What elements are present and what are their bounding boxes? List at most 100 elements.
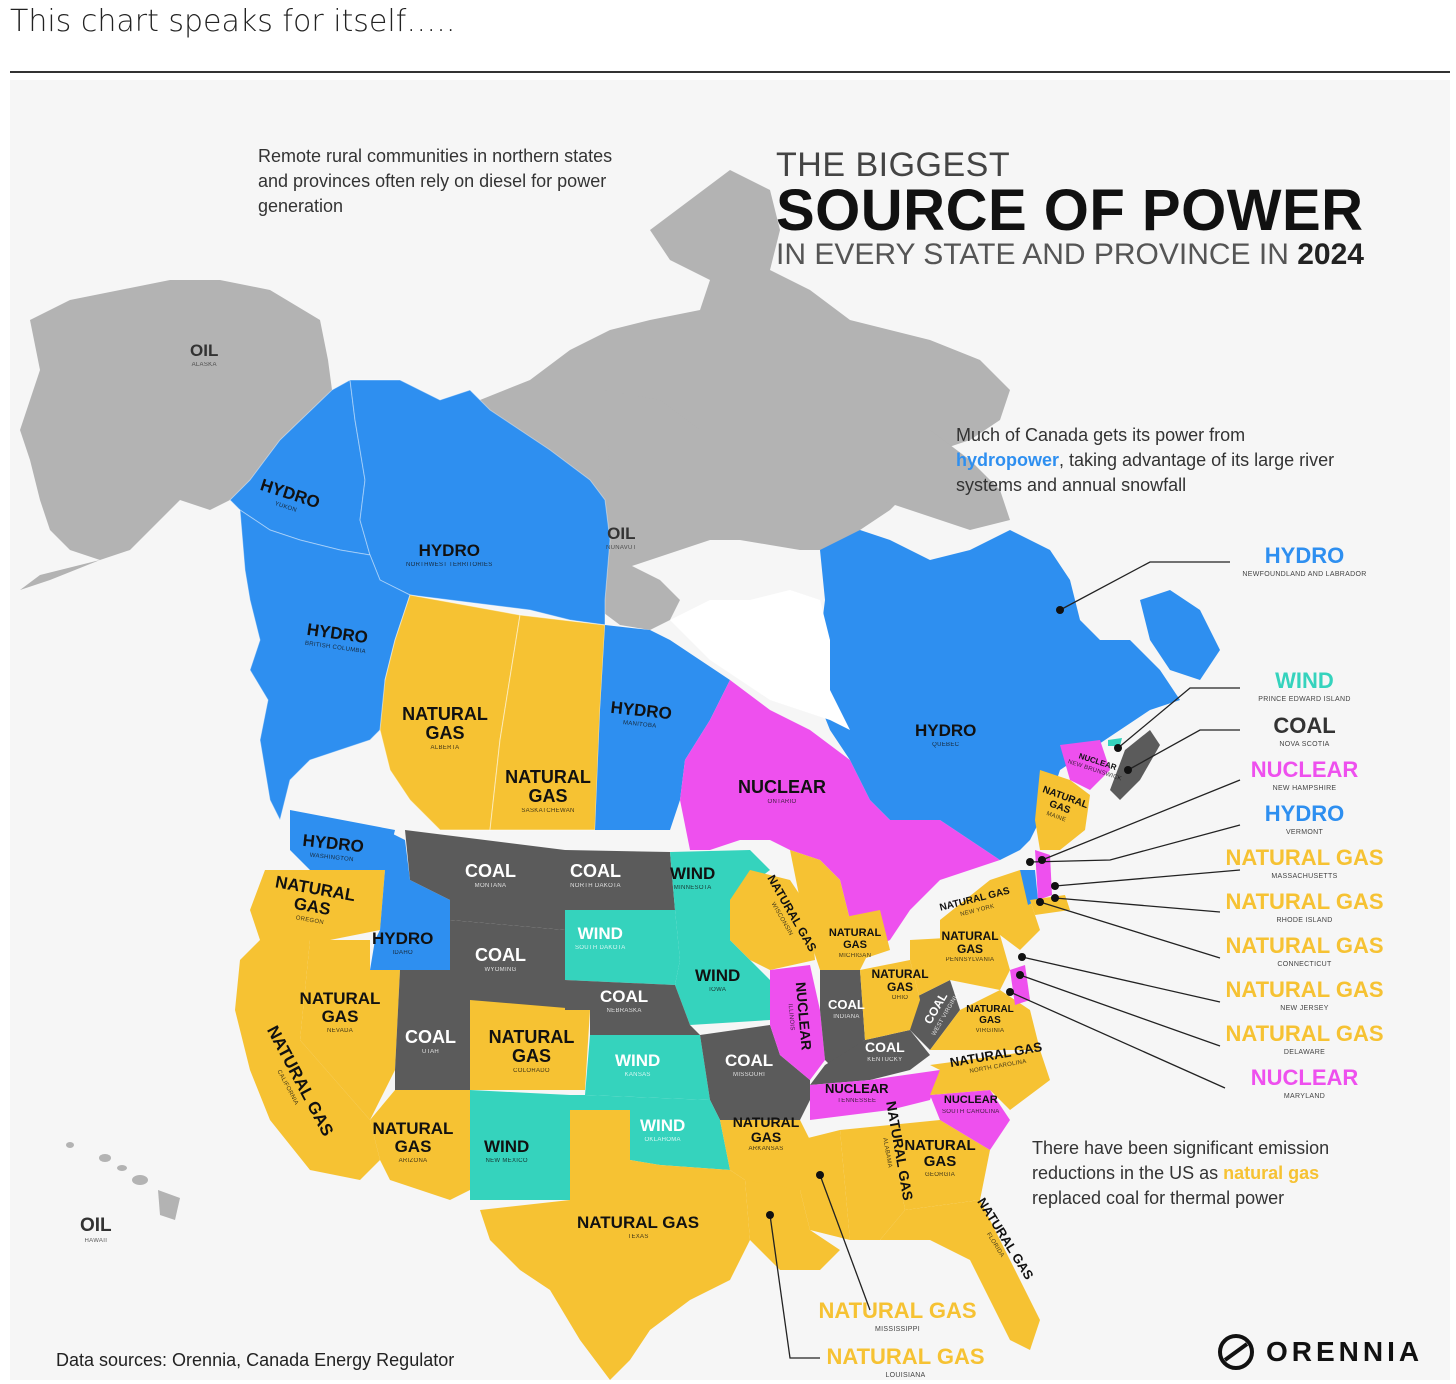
label-wyoming: COAL WYOMING [475, 945, 526, 973]
region-gas-ohio [860, 960, 920, 1040]
region-coal-kentucky [810, 1030, 930, 1085]
callout-line-vt [1029, 824, 1241, 863]
infographic: THE BIGGEST SOURCE OF POWER IN EVERY STA… [10, 80, 1450, 1380]
callout-line-ri [1054, 897, 1221, 913]
region-nuclear-south-carolina [930, 1090, 1010, 1150]
note-us-emissions: There have been significant emission red… [1032, 1138, 1330, 1208]
callout-maryland: NUCLEAR MARYLAND [1250, 1065, 1359, 1100]
label-nebraska: COAL NEBRASKA [600, 987, 649, 1014]
region-coal-montana [405, 830, 565, 930]
region-hydro-idaho [370, 830, 450, 970]
title-line3: IN EVERY STATE AND PROVINCE IN 2024 [776, 238, 1364, 271]
note-canada-hydro: Much of Canada gets its power from hydro… [956, 425, 1335, 495]
region-hydro-quebec-nl [810, 530, 1180, 860]
callout-line-nh [1041, 779, 1241, 861]
label-colorado: NATURAL GAS COLORADO [488, 1027, 575, 1074]
region-coal-nebraska [565, 980, 700, 1035]
label-utah: COAL UTAH [405, 1027, 456, 1055]
region-gas-virginia [930, 990, 1040, 1050]
orennia-wordmark: ORENNIA [1266, 1336, 1424, 1367]
region-gas-georgia [890, 1120, 990, 1210]
divider [10, 71, 1450, 73]
region-nuclear-new-brunswick [1060, 740, 1110, 790]
callout-dots [766, 606, 1132, 1219]
note-remote-diesel: Remote rural communities in northern sta… [258, 146, 613, 216]
label-north-dakota: COAL NORTH DAKOTA [570, 861, 621, 889]
region-wind-oklahoma [570, 1095, 730, 1170]
orennia-logo: ORENNIA [1216, 1332, 1423, 1372]
region-hydro-bc [239, 509, 411, 822]
callout-line-md [1009, 991, 1226, 1089]
region-gas-louisiana [745, 1180, 840, 1270]
region-oil-hawaii [66, 1142, 180, 1220]
label-saskatchewan: NATURAL GAS SASKATCHEWAN [505, 767, 591, 814]
region-oil-baffin [810, 400, 1010, 530]
label-idaho: HYDRO IDAHO [372, 929, 434, 956]
region-coal-north-dakota [565, 850, 675, 910]
label-michigan: NATURAL GAS MICHIGAN [828, 927, 882, 960]
region-coal-west-virginia [910, 980, 960, 1050]
region-gas-nevada [300, 940, 400, 1120]
region-hydro-newfoundland-island [1140, 590, 1220, 680]
region-oil-nunavut-south [600, 550, 680, 630]
label-nwt: HYDRO NORTHWEST TERRITORIES [406, 541, 493, 568]
label-kansas: WIND KANSAS [615, 1051, 661, 1078]
region-gas-new-york [940, 870, 1040, 950]
callout-line-de [1019, 974, 1221, 1047]
region-gas-oregon [250, 870, 385, 940]
region-gas-california [235, 940, 380, 1180]
label-arizona: NATURAL GAS ARIZONA [372, 1119, 454, 1164]
arctic-islands [480, 170, 1010, 630]
region-gas-texas [480, 1110, 750, 1380]
callout-delaware: NATURAL GAS DELAWARE [1225, 1021, 1384, 1056]
region-wind-kansas [585, 1035, 710, 1100]
data-sources: Data sources: Orennia, Canada Energy Reg… [56, 1350, 455, 1370]
label-south-carolina: NUCLEAR SOUTH CAROLINA [942, 1094, 1000, 1115]
region-coal-wyoming [450, 920, 565, 1010]
region-gas-maine [1035, 770, 1090, 850]
callout-line-ms [819, 1174, 871, 1311]
label-virginia: NATURAL GAS VIRGINIA [966, 1004, 1014, 1034]
region-gas-wisconsin [730, 870, 815, 970]
label-oklahoma: WIND OKLAHOMA [640, 1116, 686, 1143]
region-nuclear-illinois [770, 965, 825, 1080]
callout-rhode-island: NATURAL GAS RHODE ISLAND [1225, 889, 1384, 924]
callout-line-ct [1039, 901, 1221, 959]
callout-pei: WIND PRINCE EDWARD ISLAND [1258, 668, 1351, 703]
prairies-gas [379, 594, 606, 831]
callout-vermont: HYDRO VERMONT [1264, 801, 1345, 836]
hudson-bay [670, 590, 850, 730]
post-caption: This chart speaks for itself….. [10, 4, 456, 39]
label-georgia: NATURAL GAS GEORGIA [904, 1137, 976, 1178]
region-nuclear-new-jersey-md [1010, 965, 1030, 1005]
label-ohio: NATURAL GAS OHIO [871, 967, 929, 1002]
callout-line-la [769, 1214, 820, 1359]
region-nuclear-tennessee [810, 1070, 940, 1120]
callout-new-hampshire: NUCLEAR NEW HAMPSHIRE [1250, 757, 1359, 792]
label-tennessee: NUCLEAR TENNESSEE [825, 1081, 889, 1104]
callout-connecticut: NATURAL GAS CONNECTICUT [1225, 933, 1384, 968]
region-wind-new-mexico [470, 1090, 570, 1200]
region-coal-utah [395, 970, 470, 1090]
label-minnesota: WIND MINNESOTA [670, 864, 716, 891]
region-wind-iowa [675, 960, 770, 1025]
callout-massachusetts: NATURAL GAS MASSACHUSETTS [1225, 845, 1384, 880]
callout-line-nj [1021, 956, 1221, 1003]
region-nuclear-ontario [680, 680, 1000, 950]
label-kentucky: COAL KENTUCKY [865, 1039, 905, 1063]
region-gas-arkansas [720, 1120, 810, 1190]
region-gas-mississippi [800, 1130, 850, 1240]
title-year: 2024 [1297, 238, 1364, 271]
orennia-logo-icon [1218, 1334, 1254, 1370]
label-arkansas: NATURAL GAS ARKANSAS [732, 1114, 800, 1153]
callout-new-jersey: NATURAL GAS NEW JERSEY [1225, 977, 1384, 1012]
label-illinois: NUCLEAR ILLINOIS [786, 981, 815, 1051]
region-gas-pennsylvania [910, 935, 1010, 1000]
callout-line-ma [1054, 869, 1241, 887]
callout-nova-scotia: COAL NOVA SCOTIA [1273, 713, 1336, 748]
region-gas-colorado [470, 1000, 590, 1090]
label-missouri: COAL MISSOURI [725, 1051, 774, 1078]
callout-lines [769, 561, 1241, 1359]
canada-west-hydro [229, 379, 611, 822]
label-hawaii: OIL HAWAII [80, 1215, 112, 1244]
